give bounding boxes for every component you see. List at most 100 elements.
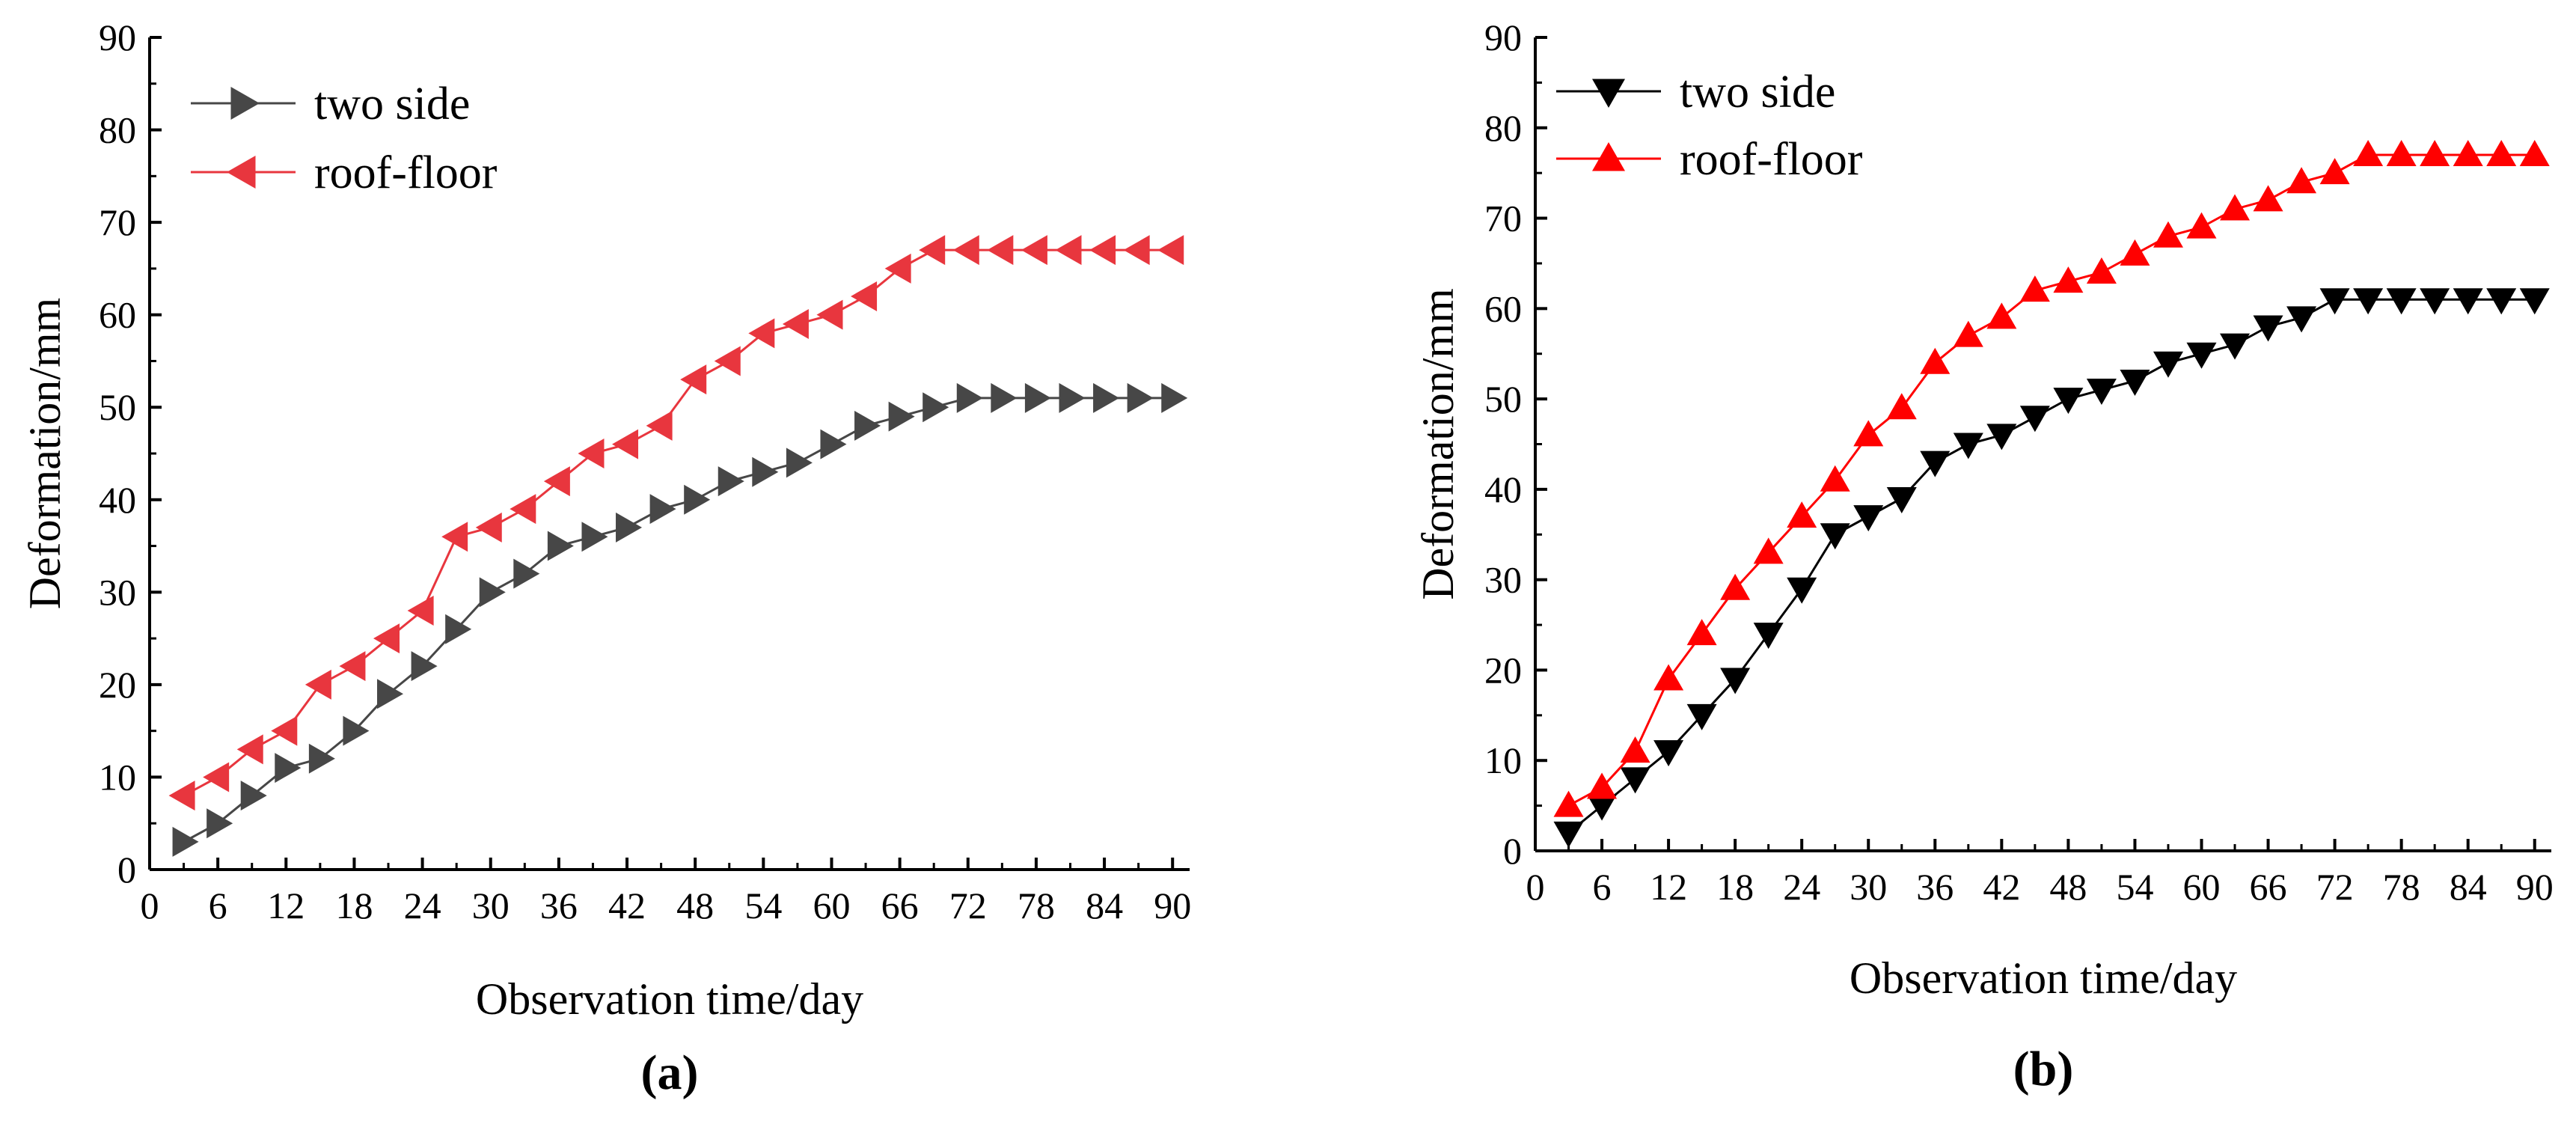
data-point [2420,140,2450,167]
y-tick-label: 20 [1484,649,1522,691]
y-axis-title: Deformation/mm [20,298,70,610]
data-point [1123,235,1150,266]
x-tick-label: 36 [1916,866,1954,908]
data-point [952,235,979,266]
data-point [2220,333,2251,360]
x-tick-label: 66 [881,885,919,926]
data-point [2186,342,2217,369]
data-point [1953,320,1983,347]
x-tick-label: 60 [2182,866,2220,908]
x-tick-label: 18 [1716,866,1754,908]
data-point [782,309,809,340]
data-point [1161,382,1188,413]
y-tick-label: 90 [99,16,136,58]
data-point [343,715,370,746]
data-point [1886,486,1917,513]
data-point [714,346,741,376]
data-point [1853,420,1884,447]
x-tick-label: 30 [1850,866,1887,908]
data-point [1021,235,1047,266]
data-point [884,253,911,284]
data-point [305,669,331,700]
data-point [1820,523,1850,550]
data-point [475,512,502,543]
data-point [684,484,711,515]
y-tick-label: 70 [1484,198,1522,239]
data-point [1055,235,1082,266]
data-point [752,456,779,487]
data-point [1653,664,1684,691]
data-point [236,734,263,765]
data-point [172,826,199,857]
x-tick-label: 84 [1086,885,1123,926]
x-tick-label: 24 [404,885,441,926]
y-tick-label: 40 [1484,468,1522,510]
y-tick-label: 10 [99,756,136,798]
data-point [2253,315,2283,342]
x-axis-title: Observation time/day [476,974,863,1024]
chart-panel-a: 0 10 20 30 40 50 60 70 80 90 0 6 12 18 24 30 36 42 48 54 60 6… [20,16,1191,1100]
panel-label: (a) [641,1045,699,1100]
data-point [1093,382,1120,413]
x-tick-label: 78 [2383,866,2420,908]
data-point [2286,306,2317,333]
data-point [1720,668,1751,694]
y-tick-label: 80 [1484,107,1522,149]
data-point [2253,185,2283,212]
series-line-two-side [183,397,1173,843]
series-line-roof-floor [183,248,1173,797]
data-point [1157,235,1184,266]
x-tick-label: 60 [813,885,850,926]
x-tick-label: 36 [540,885,578,926]
x-tick-label: 42 [1983,866,2020,908]
x-tick-label: 6 [1593,866,1612,908]
data-point [1089,235,1116,266]
data-point [1587,794,1618,821]
data-point [2386,288,2417,315]
data-point [1653,740,1684,767]
data-point [680,364,707,395]
data-point [2386,140,2417,167]
data-point [2319,288,2350,315]
data-point [578,439,605,468]
x-tick-label: 66 [2250,866,2287,908]
data-point [2053,388,2084,415]
data-point [1953,433,1983,459]
x-tick-label: 0 [141,885,159,926]
panel-label: (b) [2013,1042,2074,1096]
data-point [1886,393,1917,420]
data-point [1787,577,1817,604]
y-tick-label: 70 [99,201,136,243]
legend-marker [230,87,260,120]
y-tick-label: 0 [117,849,136,891]
data-point [581,522,608,552]
data-point [1686,703,1717,730]
data-point [1986,302,2017,329]
data-point [203,762,230,792]
y-tick-label: 50 [99,386,136,428]
data-point [816,299,843,330]
data-point [919,235,946,266]
data-point [271,715,298,746]
data-point [2053,266,2084,293]
data-point [2220,194,2251,221]
y-tick-label: 80 [99,109,136,151]
data-point [1820,465,1850,492]
y-axis-title: Deformation/mm [1413,288,1463,600]
x-tick-label: 90 [1154,885,1191,926]
data-point [377,679,404,709]
data-point [1986,424,2017,450]
legend-label: two side [314,79,470,129]
data-point [513,558,540,589]
data-point [2453,288,2483,315]
x-tick-label: 42 [608,885,646,926]
legend-marker [227,156,256,189]
series-line-two-side [1567,298,2535,834]
data-point [1720,573,1751,600]
data-point [1553,821,1584,848]
data-point [543,466,570,497]
data-point [2519,140,2550,167]
legend-label: roof-floor [1680,134,1863,185]
data-point [1753,623,1784,650]
